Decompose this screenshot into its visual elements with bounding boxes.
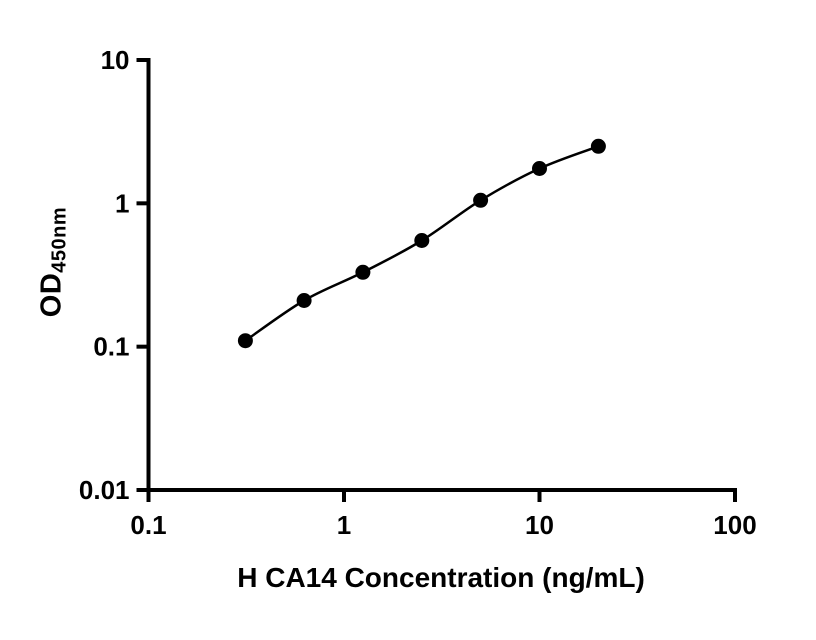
y-tick-label: 10 xyxy=(101,45,130,75)
x-tick-label: 10 xyxy=(525,510,554,540)
data-point xyxy=(532,161,547,176)
x-tick-label: 0.1 xyxy=(130,510,166,540)
data-point xyxy=(296,293,312,308)
y-tick-label: 0.1 xyxy=(93,332,129,362)
x-tick-label: 100 xyxy=(713,510,756,540)
data-point xyxy=(414,233,430,248)
data-point xyxy=(237,333,253,349)
y-tick-label: 1 xyxy=(115,188,129,218)
x-tick-label: 1 xyxy=(337,510,351,540)
y-axis-label-sub: 450nm xyxy=(48,206,71,273)
y-axis-label: OD450nm xyxy=(35,206,71,318)
data-point xyxy=(590,138,606,154)
x-axis-label: H CA14 Concentration (ng/mL) xyxy=(237,562,645,593)
data-point xyxy=(473,192,489,208)
y-tick-label: 0.01 xyxy=(79,475,130,505)
y-axis-label-main: OD xyxy=(35,272,68,318)
data-point xyxy=(355,264,371,280)
